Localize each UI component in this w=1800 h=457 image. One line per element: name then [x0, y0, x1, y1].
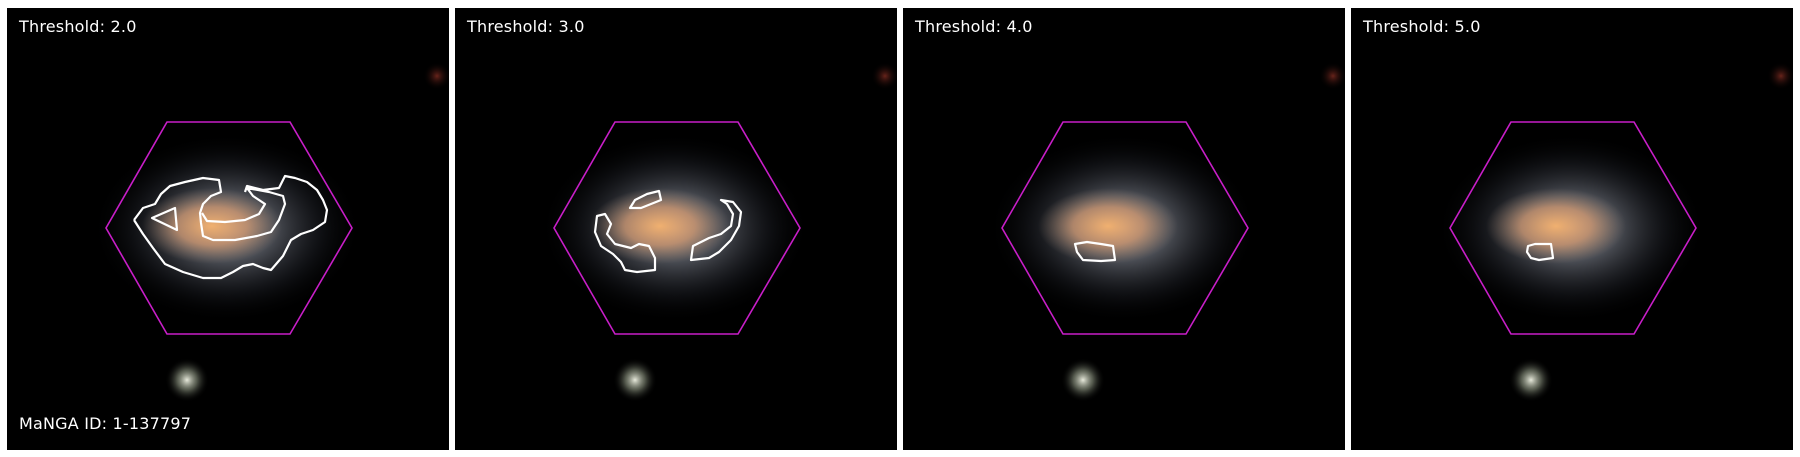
threshold-label: Threshold: 5.0: [1363, 17, 1481, 36]
ifu-hexagon: [553, 121, 801, 335]
threshold-label: Threshold: 2.0: [19, 17, 137, 36]
contour-lines: [1073, 240, 1117, 263]
galaxy-image: [1436, 62, 1793, 402]
contour-lines: [1525, 242, 1555, 262]
image-panel-threshold-2: Threshold: 2.0 MaNGA ID: 1-137797: [7, 8, 449, 450]
ifu-hexagon: [1001, 121, 1249, 335]
ifu-hexagon: [105, 121, 353, 335]
contour-lines: [133, 174, 329, 280]
threshold-label: Threshold: 4.0: [915, 17, 1033, 36]
galaxy-image: [92, 62, 449, 402]
contour-lines: [593, 189, 743, 274]
ifu-hexagon: [1449, 121, 1697, 335]
galaxy-image: [988, 62, 1345, 402]
threshold-label: Threshold: 3.0: [467, 17, 585, 36]
image-panel-threshold-4: Threshold: 4.0: [903, 8, 1345, 450]
image-panel-threshold-5: Threshold: 5.0: [1351, 8, 1793, 450]
galaxy-id-label: MaNGA ID: 1-137797: [19, 414, 192, 433]
image-panel-threshold-3: Threshold: 3.0: [455, 8, 897, 450]
galaxy-image: [540, 62, 897, 402]
